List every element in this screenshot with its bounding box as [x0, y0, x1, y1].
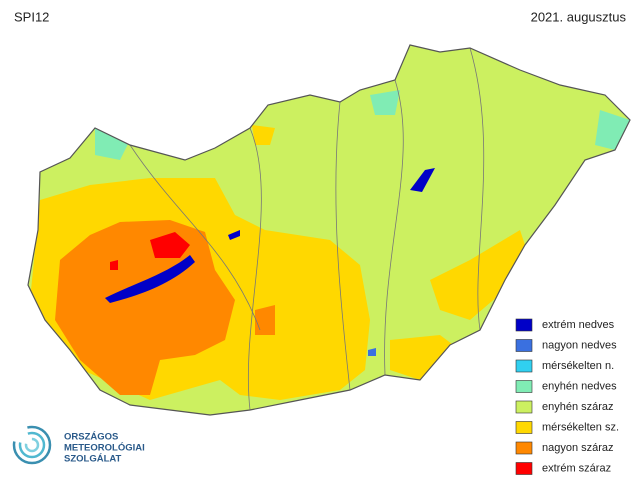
- legend-swatch: [515, 318, 533, 332]
- county-border: [247, 127, 262, 411]
- map-region: [105, 255, 195, 303]
- county-border: [469, 47, 485, 331]
- legend-swatch: [515, 421, 533, 434]
- map-region: [255, 305, 275, 335]
- map-region: [368, 348, 376, 356]
- legend-swatch: [515, 339, 533, 352]
- map-region: [430, 230, 530, 320]
- county-border: [384, 79, 404, 376]
- legend-swatch: [515, 400, 533, 414]
- map-region: [252, 125, 275, 145]
- legend-label: nagyon nedves: [542, 339, 617, 351]
- legend-label: nagyon száraz: [542, 442, 614, 454]
- map-region: [110, 260, 118, 270]
- county-border: [129, 144, 261, 331]
- legend-label: mérsékelten n.: [542, 360, 614, 372]
- logo-line: SZOLGÁLAT: [64, 454, 122, 465]
- map-region: [595, 110, 630, 150]
- legend-swatch: [515, 359, 533, 373]
- map-region: [228, 230, 240, 240]
- legend-label: extrém nedves: [542, 319, 615, 331]
- legend-swatch: [515, 441, 533, 455]
- legend-swatch: [515, 462, 533, 475]
- legend-label: mérsékelten sz.: [542, 421, 619, 433]
- map-region: [150, 232, 190, 258]
- legend-label: enyhén nedves: [542, 380, 617, 392]
- logo-ring: [18, 431, 46, 459]
- map-region: [95, 128, 130, 160]
- map-date: 2021. augusztus: [531, 9, 627, 24]
- map-region: [410, 168, 435, 192]
- logo-ring: [12, 425, 52, 465]
- legend-swatch: [515, 380, 533, 393]
- map-region: [370, 90, 400, 115]
- legend-label: enyhén száraz: [542, 401, 614, 413]
- logo-line: METEOROLÓGIAI: [64, 442, 145, 454]
- logo-line: ORSZÁGOS: [64, 432, 118, 443]
- map-title: SPI12: [14, 9, 49, 24]
- county-border: [335, 101, 351, 391]
- logo-icon: [12, 425, 52, 465]
- logo-ring: [24, 437, 40, 453]
- map-region: [390, 335, 460, 380]
- legend: extrém nedves nagyon nedves mérsékelten n.…: [515, 318, 619, 475]
- legend-label: extrém száraz: [542, 462, 611, 474]
